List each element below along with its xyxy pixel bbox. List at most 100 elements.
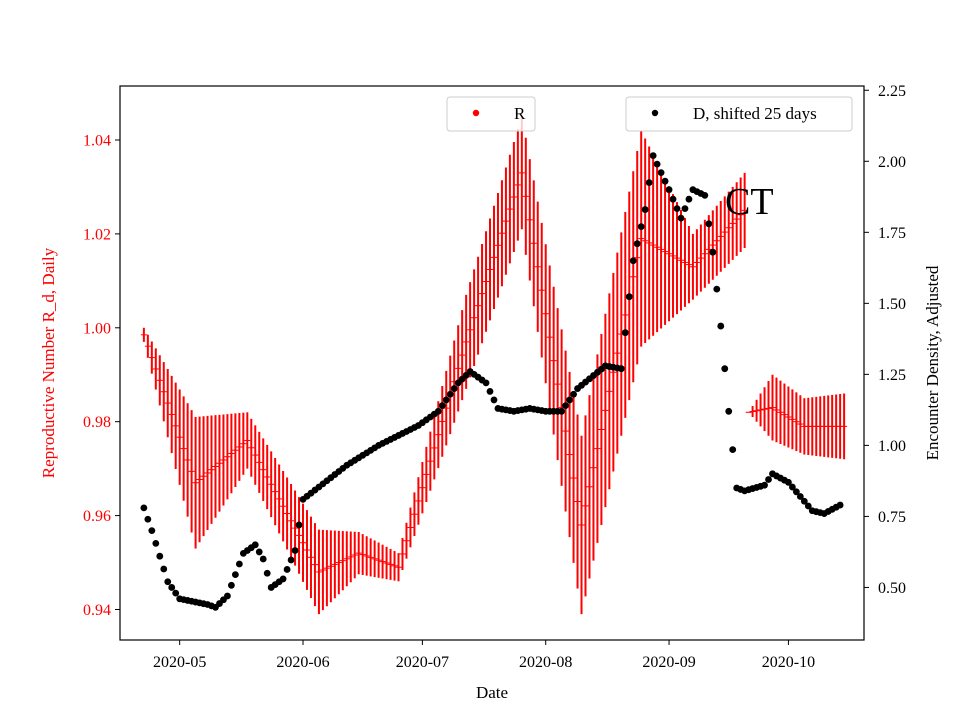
d-point — [673, 205, 681, 213]
d-point — [804, 502, 812, 510]
y-right-tick-label: 0.75 — [878, 509, 906, 526]
legend-r-marker — [472, 109, 480, 117]
d-point — [295, 521, 303, 529]
d-point — [681, 205, 689, 213]
d-point — [661, 177, 669, 185]
d-point — [725, 407, 733, 415]
d-point — [665, 186, 673, 194]
y-left-tick-label: 1.00 — [83, 320, 111, 337]
y-left-tick-label: 0.96 — [83, 508, 111, 525]
d-point — [259, 555, 267, 563]
x-tick-label: 2020-10 — [762, 654, 815, 671]
d-point — [629, 257, 637, 265]
d-point — [765, 476, 772, 483]
d-point — [796, 493, 804, 500]
y-right-tick-label: 1.50 — [878, 296, 906, 313]
d-point — [617, 365, 625, 373]
d-point — [558, 407, 566, 415]
y-right-tick-label: 2.25 — [878, 83, 906, 100]
y-left-tick-label: 0.98 — [83, 414, 111, 431]
y-left-tick-label: 0.94 — [83, 602, 111, 619]
state-annotation: CT — [725, 181, 774, 223]
d-point — [231, 571, 239, 579]
d-series-group — [140, 152, 844, 611]
d-point — [570, 390, 577, 398]
d-point — [279, 575, 287, 583]
d-point — [761, 481, 768, 489]
d-point — [438, 402, 446, 410]
legend-r-label: R — [514, 104, 526, 123]
d-point — [486, 388, 494, 395]
x-axis: 2020-05 2020-06 2020-07 2020-08 2020-09 2020-… — [153, 640, 815, 671]
d-point — [677, 214, 685, 222]
d-point — [709, 248, 717, 256]
d-point — [721, 365, 729, 373]
x-axis-label: Date — [476, 683, 508, 702]
d-point — [729, 446, 737, 454]
d-point — [649, 152, 657, 160]
d-point — [283, 566, 291, 573]
d-point — [800, 497, 808, 505]
y-axis-left: 0.94 0.96 0.98 1.00 1.02 1.04 — [83, 132, 120, 619]
d-point — [685, 195, 693, 203]
d-point — [653, 160, 661, 168]
d-point — [717, 322, 725, 330]
legend-r-box — [446, 96, 536, 132]
d-point — [434, 407, 442, 415]
x-tick-label: 2020-06 — [276, 654, 329, 671]
d-point — [450, 385, 458, 392]
x-tick-label: 2020-07 — [396, 654, 449, 671]
d-point — [788, 483, 796, 491]
d-point — [446, 390, 454, 398]
d-point — [156, 552, 164, 560]
d-point — [255, 548, 263, 556]
y-right-tick-label: 0.50 — [878, 580, 906, 597]
y-right-tick-label: 1.25 — [878, 367, 906, 384]
x-tick-label: 2020-08 — [519, 654, 572, 671]
d-point — [566, 396, 573, 404]
d-point — [164, 578, 172, 586]
d-point — [836, 501, 844, 509]
d-point — [482, 379, 490, 387]
d-point — [287, 556, 295, 564]
y-right-tick-label: 2.00 — [878, 154, 906, 171]
d-point — [633, 240, 641, 248]
d-point — [228, 581, 235, 589]
y-left-tick-label: 1.04 — [83, 132, 111, 149]
d-point — [160, 565, 168, 573]
x-tick-label: 2020-09 — [642, 654, 695, 671]
y-right-tick-label: 1.00 — [878, 438, 906, 455]
d-point — [224, 592, 231, 600]
d-point — [152, 540, 160, 547]
d-point — [148, 527, 156, 535]
d-point — [645, 179, 653, 186]
d-point — [792, 488, 800, 496]
d-point — [785, 478, 792, 486]
d-point — [490, 396, 498, 404]
y-axis-left-label: Reproductive Number R_d, Daily — [39, 247, 58, 478]
y-axis-right-label: Encounter Density, Adjusted — [923, 265, 942, 460]
d-point — [705, 220, 713, 228]
d-point — [621, 329, 629, 337]
d-point — [442, 396, 450, 404]
legend-d: D, shifted 25 days — [625, 96, 853, 132]
d-point — [144, 515, 152, 523]
y-right-tick-label: 1.75 — [878, 225, 906, 242]
d-point — [657, 169, 665, 177]
d-point — [641, 206, 649, 213]
d-point — [140, 504, 148, 512]
legend-d-label: D, shifted 25 days — [693, 104, 817, 123]
y-axis-right: 0.50 0.75 1.00 1.25 1.50 1.75 2.00 2.25 — [864, 83, 906, 597]
d-point — [263, 569, 271, 577]
legend-d-marker — [651, 109, 659, 117]
d-point — [669, 195, 677, 203]
d-point — [637, 223, 645, 231]
d-point — [291, 547, 299, 554]
d-point — [713, 285, 721, 293]
d-point — [172, 589, 180, 597]
d-point — [562, 402, 570, 410]
d-point — [251, 541, 259, 549]
d-point — [625, 293, 633, 301]
y-left-tick-label: 1.02 — [83, 226, 111, 243]
